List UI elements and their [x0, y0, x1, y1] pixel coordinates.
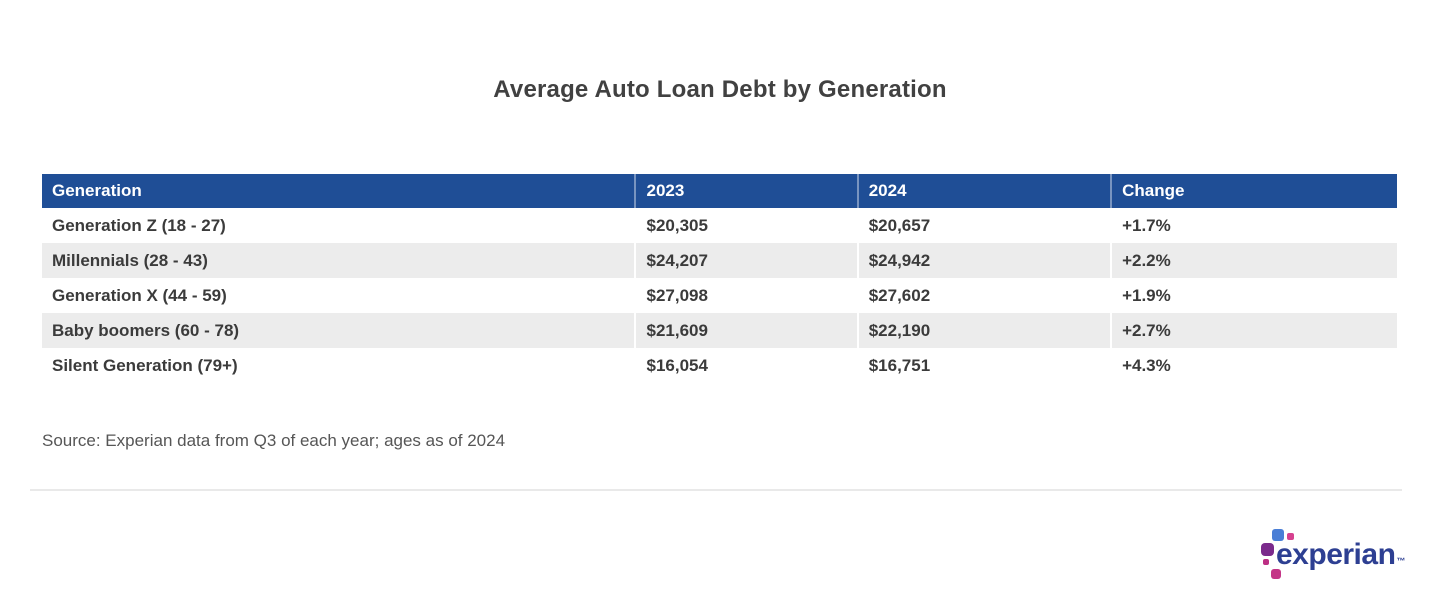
cell-generation: Millennials (28 - 43) — [42, 243, 636, 278]
cell-change-value: +2.2% — [1110, 243, 1397, 278]
cell-change-value: +1.9% — [1110, 278, 1397, 313]
header-cell-change: Change — [1110, 174, 1397, 208]
trademark-symbol: ™ — [1396, 556, 1405, 566]
page-title: Average Auto Loan Debt by Generation — [493, 76, 947, 103]
cell-generation: Generation Z (18 - 27) — [42, 208, 636, 243]
table-header-row: Generation 2023 2024 Change — [42, 174, 1397, 208]
logo-dot-pink-small — [1287, 533, 1294, 540]
cell-2023-value: $27,098 — [634, 278, 858, 313]
source-note: Source: Experian data from Q3 of each ye… — [42, 431, 506, 450]
cell-2023-value: $21,609 — [634, 313, 858, 348]
cell-2024-value: $24,942 — [856, 243, 1112, 278]
logo-dot-magenta — [1263, 559, 1269, 565]
cell-2023-value: $20,305 — [634, 208, 858, 243]
header-cell-2023: 2023 — [634, 174, 858, 208]
cell-generation: Baby boomers (60 - 78) — [42, 313, 636, 348]
cell-change-value: +2.7% — [1110, 313, 1397, 348]
header-cell-2024: 2024 — [856, 174, 1112, 208]
cell-2024-value: $20,657 — [856, 208, 1112, 243]
horizontal-divider — [30, 489, 1402, 491]
auto-loan-debt-table: Generation 2023 2024 Change Generation Z… — [42, 174, 1397, 383]
header-cell-generation: Generation — [42, 174, 636, 208]
table-row: Baby boomers (60 - 78) $21,609 $22,190 +… — [42, 313, 1397, 348]
cell-2024-value: $16,751 — [856, 348, 1112, 383]
cell-change-value: +1.7% — [1110, 208, 1397, 243]
logo-dot-purple — [1261, 543, 1274, 556]
cell-2024-value: $22,190 — [856, 313, 1112, 348]
cell-generation: Silent Generation (79+) — [42, 348, 636, 383]
cell-generation: Generation X (44 - 59) — [42, 278, 636, 313]
logo-dot-blue — [1272, 529, 1284, 541]
cell-2023-value: $16,054 — [634, 348, 858, 383]
logo-dot-pink-large — [1271, 569, 1281, 579]
experian-dots-icon — [1260, 527, 1300, 583]
cell-2024-value: $27,602 — [856, 278, 1112, 313]
table-row: Generation Z (18 - 27) $20,305 $20,657 +… — [42, 208, 1397, 243]
table-row: Generation X (44 - 59) $27,098 $27,602 +… — [42, 278, 1397, 313]
experian-wordmark-text: experian — [1276, 538, 1396, 571]
experian-logo: experian™ — [1260, 527, 1405, 585]
table-row: Millennials (28 - 43) $24,207 $24,942 +2… — [42, 243, 1397, 278]
cell-2023-value: $24,207 — [634, 243, 858, 278]
cell-change-value: +4.3% — [1110, 348, 1397, 383]
table-row: Silent Generation (79+) $16,054 $16,751 … — [42, 348, 1397, 383]
experian-wordmark: experian™ — [1276, 538, 1405, 572]
